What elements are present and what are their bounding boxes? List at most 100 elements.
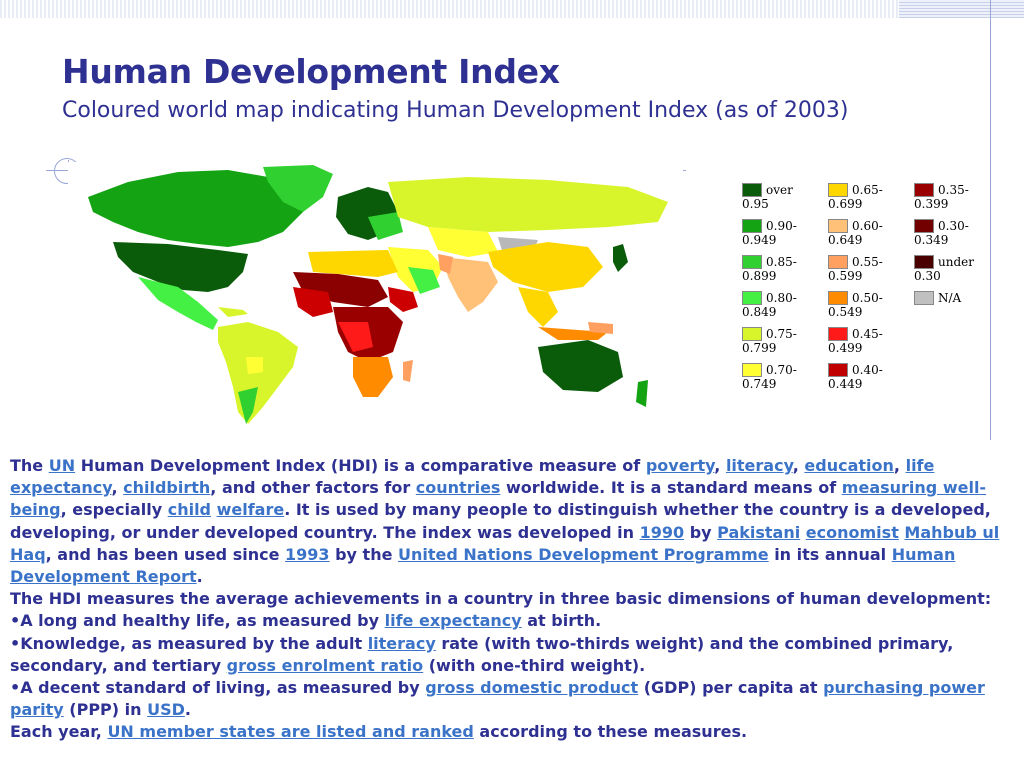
link-literacy[interactable]: literacy xyxy=(725,456,793,475)
text: •A decent standard of living, as measure… xyxy=(10,678,426,698)
bullet-life: •A long and healthy life, as measured by… xyxy=(10,610,1000,632)
map-region-east-europe xyxy=(368,212,403,240)
legend-range-start: 0.90- xyxy=(766,219,797,233)
legend-range-end: 0.749 xyxy=(742,377,777,391)
link-poverty[interactable]: poverty xyxy=(645,456,715,475)
legend-range-end: 0.699 xyxy=(828,197,863,211)
ranking-paragraph: Each year, UN member states are listed a… xyxy=(10,721,1000,743)
map-region-madagascar xyxy=(403,360,413,382)
legend-item: 0.70- 0.749 xyxy=(742,363,822,391)
link-life-expectancy[interactable]: life expectancy xyxy=(10,456,935,498)
legend-range-start: 0.60- xyxy=(852,219,883,233)
legend-item: 0.30- 0.349 xyxy=(914,219,994,247)
map-region-caribbean xyxy=(218,307,248,317)
dimensions-paragraph: The HDI measures the average achievement… xyxy=(10,589,992,609)
legend-swatch xyxy=(742,363,762,377)
legend-item: N/A xyxy=(914,291,994,305)
link-human-development-report[interactable]: Human Development Report xyxy=(10,544,956,587)
link-1990[interactable]: 1990 xyxy=(639,522,685,542)
legend-item: 0.90- 0.949 xyxy=(742,219,822,247)
text: . xyxy=(196,567,203,587)
slide-subtitle: Coloured world map indicating Human Deve… xyxy=(62,98,849,123)
legend-range-end: 0.949 xyxy=(742,233,777,247)
text: Each year, xyxy=(10,722,108,742)
map-region-southern-cone xyxy=(238,387,258,424)
map-region-sahel xyxy=(293,272,388,307)
text: (GDP) per capita at xyxy=(638,678,824,698)
link-pakistani[interactable]: Pakistani xyxy=(717,522,801,542)
link-life-expectancy-2[interactable]: life expectancy xyxy=(384,611,522,631)
legend-range-start: N/A xyxy=(938,291,962,305)
link-education[interactable]: education xyxy=(804,456,894,475)
hdi-legend: over 0.95 0.90- 0.949 0.85- 0.899 0.80- 0.849 0.… xyxy=(742,183,992,403)
map-region-greenland xyxy=(263,165,333,212)
legend-swatch xyxy=(914,183,934,197)
text: , xyxy=(111,478,124,498)
legend-range-end: 0.95 xyxy=(742,197,769,211)
link-welfare[interactable]: welfare xyxy=(216,500,285,520)
text: , especially xyxy=(60,500,168,520)
map-region-australia xyxy=(538,340,623,392)
legend-swatch xyxy=(914,255,934,269)
text: . xyxy=(184,700,191,720)
link-usd[interactable]: USD xyxy=(147,700,185,720)
map-region-southern-africa xyxy=(353,357,393,397)
text: by xyxy=(684,522,718,542)
link-childbirth[interactable]: childbirth xyxy=(123,478,211,498)
body-text: The UN Human Development Index (HDI) is … xyxy=(10,455,1000,744)
legend-item: 0.40- 0.449 xyxy=(828,363,908,391)
map-region-pakistan xyxy=(438,254,453,274)
legend-range-end: 0.30 xyxy=(914,269,941,283)
legend-range-end: 0.899 xyxy=(742,269,777,283)
map-region-canada xyxy=(88,170,303,247)
text: worldwide. It is a standard means of xyxy=(500,478,842,498)
map-region-indonesia xyxy=(538,327,608,340)
link-un[interactable]: UN xyxy=(48,456,76,475)
legend-range-start: 0.80- xyxy=(766,291,797,305)
legend-range-start: over xyxy=(766,183,793,197)
link-ppp[interactable]: purchasing power parity xyxy=(10,678,985,720)
legend-swatch xyxy=(914,219,934,233)
text: (PPP) in xyxy=(63,700,148,720)
map-region-se-asia xyxy=(518,287,558,327)
legend-swatch xyxy=(742,291,762,305)
legend-swatch xyxy=(742,183,762,197)
link-gdp[interactable]: gross domestic product xyxy=(425,678,639,698)
map-region-png xyxy=(588,322,613,334)
link-literacy-2[interactable]: literacy xyxy=(367,633,436,653)
slide-title: Human Development Index xyxy=(62,52,560,91)
legend-range-start: 0.70- xyxy=(766,363,797,377)
map-region-south-asia xyxy=(443,257,498,312)
legend-item: 0.35- 0.399 xyxy=(914,183,994,211)
map-region-horn-africa xyxy=(388,287,418,312)
legend-swatch xyxy=(828,327,848,341)
map-region-west-africa xyxy=(293,287,333,317)
legend-item: 0.85- 0.899 xyxy=(742,255,822,283)
link-countries[interactable]: countries xyxy=(415,478,501,498)
legend-range-start: 0.40- xyxy=(852,363,883,377)
legend-range-end: 0.849 xyxy=(742,305,777,319)
map-region-arabia xyxy=(408,267,440,294)
link-undp[interactable]: United Nations Development Programme xyxy=(398,544,769,564)
link-mahbub-ul-haq[interactable]: Mahbub ul Haq xyxy=(10,522,1000,564)
legend-range-end: 0.649 xyxy=(828,233,863,247)
link-1993[interactable]: 1993 xyxy=(285,544,330,564)
legend-range-end: 0.549 xyxy=(828,305,863,319)
link-gross-enrolment-ratio[interactable]: gross enrolment ratio xyxy=(226,655,424,675)
link-un-member-states[interactable]: UN member states are listed and ranked xyxy=(107,722,474,742)
text: by the xyxy=(329,544,399,564)
text: rate (with two-thirds weight) and the co… xyxy=(10,633,954,675)
legend-swatch xyxy=(828,363,848,377)
legend-range-start: 0.50- xyxy=(852,291,883,305)
legend-item: 0.50- 0.549 xyxy=(828,291,908,319)
link-measuring-well-being[interactable]: measuring well-being xyxy=(10,478,987,520)
link-economist[interactable]: economist xyxy=(805,522,899,542)
link-child[interactable]: child xyxy=(167,500,211,520)
map-region-japan xyxy=(613,244,628,272)
text: , and has been used since xyxy=(45,544,285,564)
legend-range-start: 0.45- xyxy=(852,327,883,341)
map-region-mexico xyxy=(138,277,218,330)
text: according to these measures. xyxy=(473,722,748,742)
legend-swatch xyxy=(914,291,934,305)
text: The xyxy=(10,456,49,475)
